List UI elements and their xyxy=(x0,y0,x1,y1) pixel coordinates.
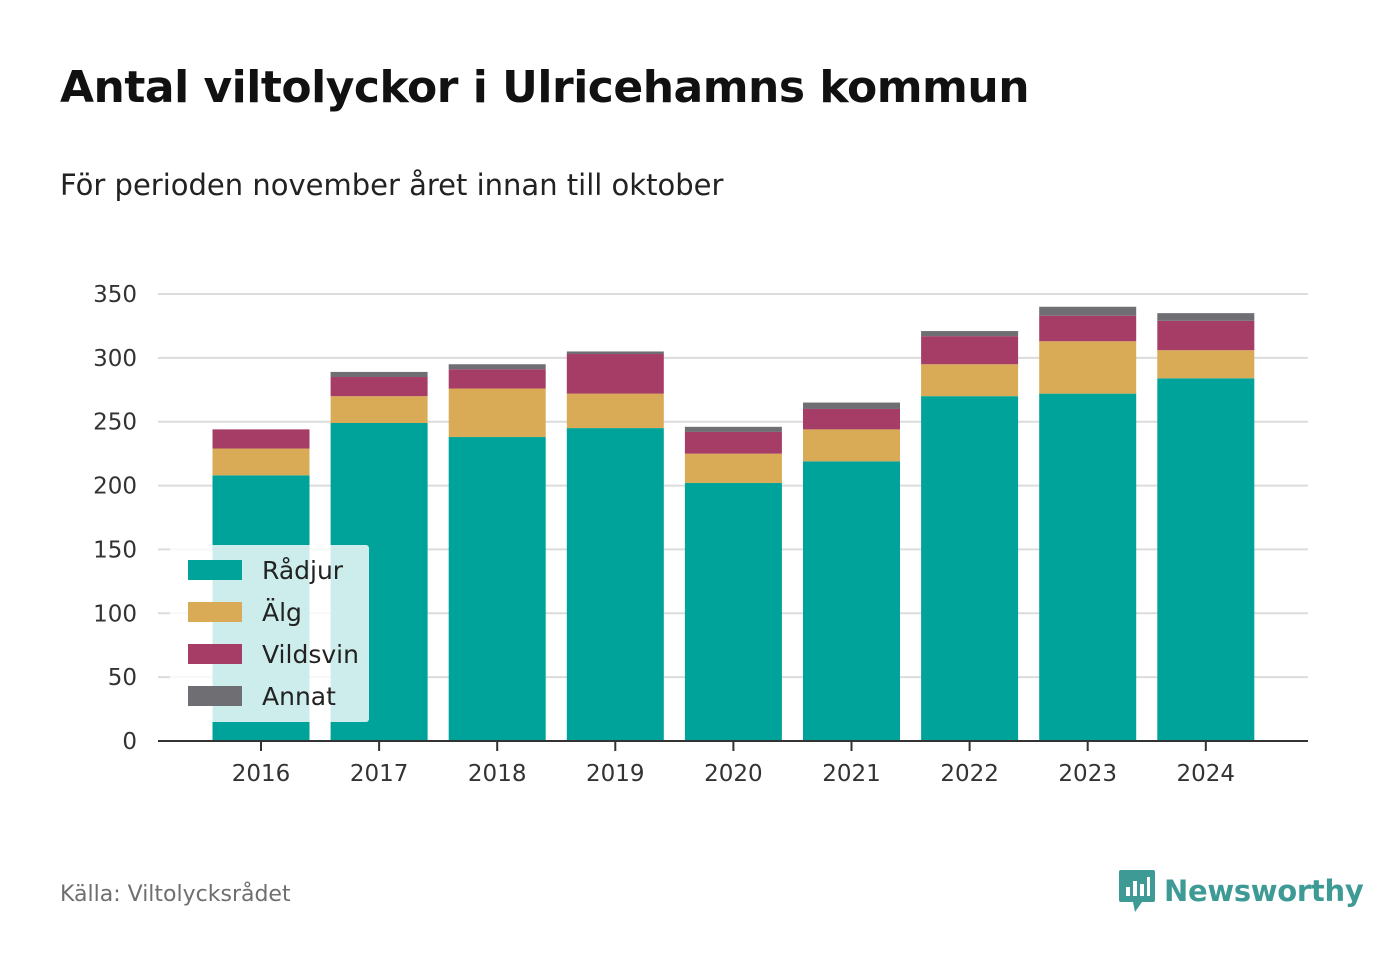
bar-segment xyxy=(803,402,900,409)
y-tick-label: 250 xyxy=(93,410,137,436)
bar-segment xyxy=(921,331,1019,337)
bar-segment xyxy=(330,377,428,397)
legend-label: Vildsvin xyxy=(262,640,359,669)
bar-segment xyxy=(1157,313,1255,321)
bar-segment xyxy=(684,453,782,484)
bar-segment xyxy=(566,354,664,394)
x-tick-label: 2019 xyxy=(586,761,645,787)
bar-segment xyxy=(330,371,428,378)
x-tick-label: 2022 xyxy=(940,761,999,787)
brand-name: Newsworthy xyxy=(1164,874,1364,908)
x-tick-label: 2024 xyxy=(1177,761,1236,787)
bar-segment xyxy=(448,369,546,389)
x-tick-label: 2018 xyxy=(468,761,527,787)
x-tick-label: 2016 xyxy=(232,761,291,787)
bar-segment xyxy=(212,429,310,449)
legend-swatch xyxy=(188,560,242,580)
legend-label: Annat xyxy=(262,682,336,711)
bar-segment xyxy=(566,351,664,355)
bar-segment xyxy=(448,364,546,370)
legend: Rådjur Älg Vildsvin Annat xyxy=(170,545,369,722)
bar-segment xyxy=(803,461,900,741)
legend-label: Älg xyxy=(262,598,302,627)
y-tick-label: 350 xyxy=(93,282,137,308)
legend-box xyxy=(170,545,369,722)
bar-segment xyxy=(448,437,546,741)
bar-segment xyxy=(921,336,1019,365)
legend-swatch xyxy=(188,644,242,664)
legend-swatch xyxy=(188,602,242,622)
bar-segment xyxy=(1039,315,1137,342)
bar-segment xyxy=(566,428,664,741)
y-tick-label: 300 xyxy=(93,346,137,372)
bar-segment xyxy=(1039,341,1137,394)
y-tick-label: 0 xyxy=(122,729,137,755)
y-tick-label: 50 xyxy=(108,665,137,691)
x-tick-label: 2023 xyxy=(1058,761,1117,787)
bar-segment xyxy=(448,388,546,438)
newsworthy-logo-icon xyxy=(1119,870,1155,912)
bar-segment xyxy=(921,396,1019,741)
source-note: Källa: Viltolycksrådet xyxy=(60,882,291,907)
bar-segment xyxy=(803,408,900,430)
bar-segment xyxy=(1039,393,1137,741)
bar-segment xyxy=(1039,306,1137,316)
x-tick-label: 2020 xyxy=(704,761,763,787)
legend-label: Rådjur xyxy=(262,556,344,585)
bar-segment xyxy=(566,393,664,429)
bar-segment xyxy=(1157,378,1255,741)
axes: 0 50 100 150 200 250 300 350 2016 2017 2018 2019 202… xyxy=(93,282,1308,787)
y-tick-label: 100 xyxy=(93,601,137,627)
bar-segment xyxy=(212,448,310,476)
brand-logo: Newsworthy xyxy=(1118,868,1364,914)
chart-title: Antal viltolyckor i Ulricehamns kommun xyxy=(60,62,1030,113)
y-tick-label: 200 xyxy=(93,474,137,500)
x-tick-label: 2021 xyxy=(822,761,881,787)
bar-segment xyxy=(684,426,782,432)
bar-segment xyxy=(1157,320,1255,351)
legend-swatch xyxy=(188,686,242,706)
bar-segment xyxy=(1157,350,1255,379)
bar-segment xyxy=(803,429,900,462)
y-tick-label: 150 xyxy=(93,537,137,563)
bar-segment xyxy=(330,396,428,423)
bar-segment xyxy=(684,483,782,741)
chart-subtitle: För perioden november året innan till ok… xyxy=(60,168,724,202)
x-tick-label: 2017 xyxy=(350,761,409,787)
bar-segment xyxy=(684,431,782,454)
bar-segment xyxy=(921,364,1019,397)
